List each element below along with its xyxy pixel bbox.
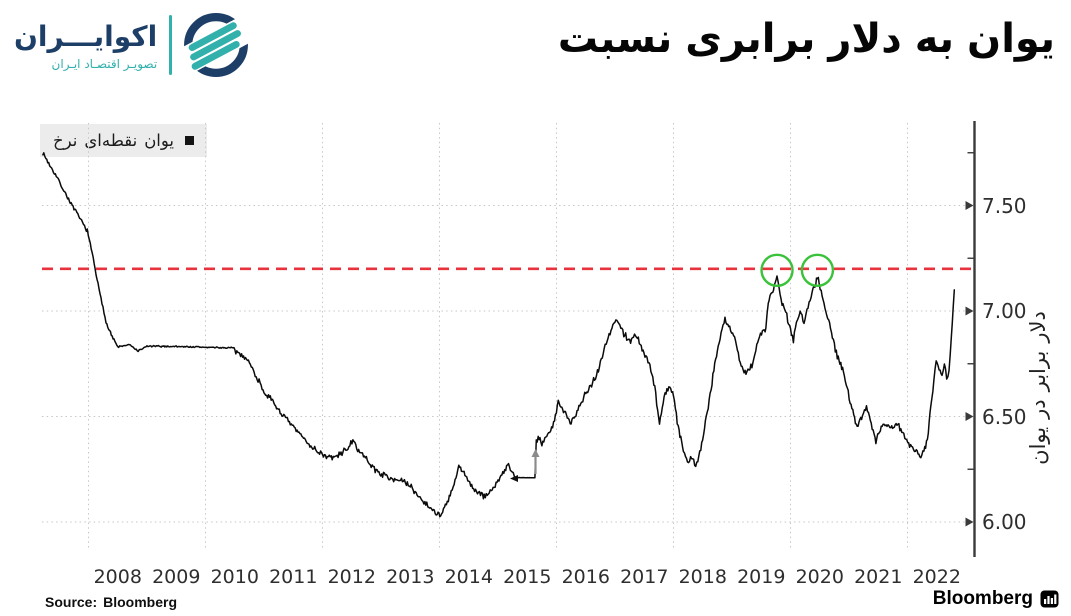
- source-label: Source:: [45, 594, 98, 610]
- logo-tagline: تصویـر اقتصـاد ایـران: [51, 56, 158, 71]
- x-axis-tick-label: 2013: [386, 566, 435, 588]
- x-axis-tick-label: 2022: [912, 566, 961, 588]
- legend: نرخ نقطه‌ای یوان: [40, 124, 208, 157]
- bloomberg-wordmark: Bloomberg: [932, 588, 1033, 609]
- y-axis-tick-label: 7.00: [982, 299, 1027, 323]
- x-axis-tick-label: 2019: [737, 566, 786, 588]
- y-major-tick: [965, 201, 974, 210]
- highlight-circle-1: [760, 253, 794, 287]
- x-axis-tick-label: 2016: [561, 566, 610, 588]
- source-value: Bloomberg: [103, 594, 178, 610]
- x-axis-tick-label: 2010: [210, 566, 259, 588]
- title-word: نسبت: [557, 16, 673, 62]
- legend-label-word: نقطه‌ای: [84, 131, 138, 150]
- y-major-tick: [965, 517, 974, 527]
- legend-label-word: یوان: [144, 131, 175, 150]
- bloomberg-brand: Bloomberg: [933, 588, 1059, 610]
- x-axis-tick-label: 2011: [269, 566, 318, 588]
- legend-label-word: نرخ: [53, 131, 78, 150]
- logo-wordmark: اکوایـــران: [14, 19, 158, 53]
- x-axis-tick-label: 2020: [795, 566, 844, 588]
- x-axis-tick-label: 2014: [444, 566, 493, 588]
- y-axis-title-word: برابر: [1026, 350, 1050, 392]
- x-axis-tick-label: 2008: [93, 566, 142, 588]
- source-note: Source: Bloomberg: [45, 594, 177, 610]
- ecoiran-logo-icon: [182, 12, 251, 78]
- up-arrow-head: [531, 449, 540, 457]
- bloomberg-icon: [1040, 590, 1059, 607]
- x-axis-tick-label: 2018: [678, 566, 727, 588]
- y-axis-title-word: دلار: [1026, 311, 1050, 343]
- y-axis-title-word: یوان: [1026, 426, 1050, 465]
- logo-divider: [169, 15, 173, 75]
- ecoiran-logo-text: اکوایـــران تصویـر اقتصـاد ایـران: [14, 20, 157, 71]
- highlight-circle-2: [800, 253, 835, 287]
- y-major-tick: [965, 306, 974, 316]
- y-axis-tick-label: 6.50: [982, 404, 1027, 429]
- left-arrow-artifact: [510, 475, 518, 482]
- x-axis-tick-label: 2009: [152, 566, 201, 588]
- title-word: به: [914, 16, 955, 62]
- x-axis-tick-label: 2012: [327, 566, 376, 588]
- chart-title: نسبت برابری دلار به یوان: [558, 12, 1055, 66]
- legend-marker-square: [185, 136, 195, 145]
- x-axis-tick-label: 2015: [503, 566, 552, 588]
- y-axis-title-word: در: [1026, 399, 1050, 419]
- ecoiran-logo: اکوایـــران تصویـر اقتصـاد ایـران: [14, 8, 251, 82]
- title-word: یوان: [967, 16, 1055, 62]
- y-axis-title: یوان در برابر دلار: [1026, 248, 1050, 528]
- x-axis-tick-label: 2021: [854, 566, 903, 588]
- x-axis-tick-label: 2017: [620, 566, 669, 588]
- y-axis-tick-label: 6.00: [982, 510, 1027, 534]
- y-axis-tick-label: 7.50: [982, 193, 1027, 218]
- title-word: برابری: [685, 16, 816, 62]
- title-word: دلار: [828, 16, 902, 62]
- y-major-tick: [965, 412, 974, 421]
- price-line: [42, 152, 956, 518]
